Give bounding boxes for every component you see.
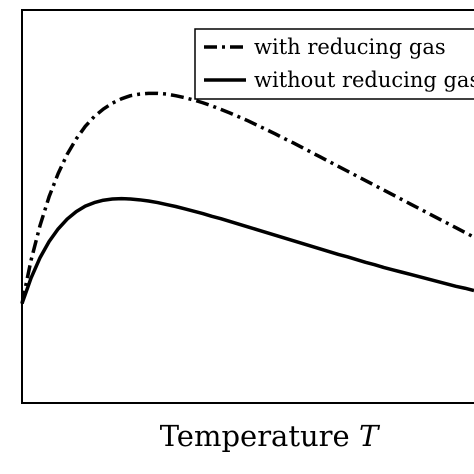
plot-frame — [21, 9, 474, 404]
series-line-with-reducing-gas — [20, 91, 474, 304]
series-line-without-reducing-gas — [20, 196, 474, 305]
x-axis-label: Temperature T — [160, 419, 381, 453]
legend: with reducing gas without reducing gas — [194, 28, 474, 100]
x-axis-label-text: Temperature — [160, 419, 350, 453]
series-layer — [20, 91, 474, 305]
x-axis-label-variable: T — [359, 419, 381, 453]
legend-label-with-reducing-gas: with reducing gas — [254, 35, 446, 59]
legend-box — [194, 28, 474, 100]
legend-label-without-reducing-gas: without reducing gas — [254, 68, 474, 92]
